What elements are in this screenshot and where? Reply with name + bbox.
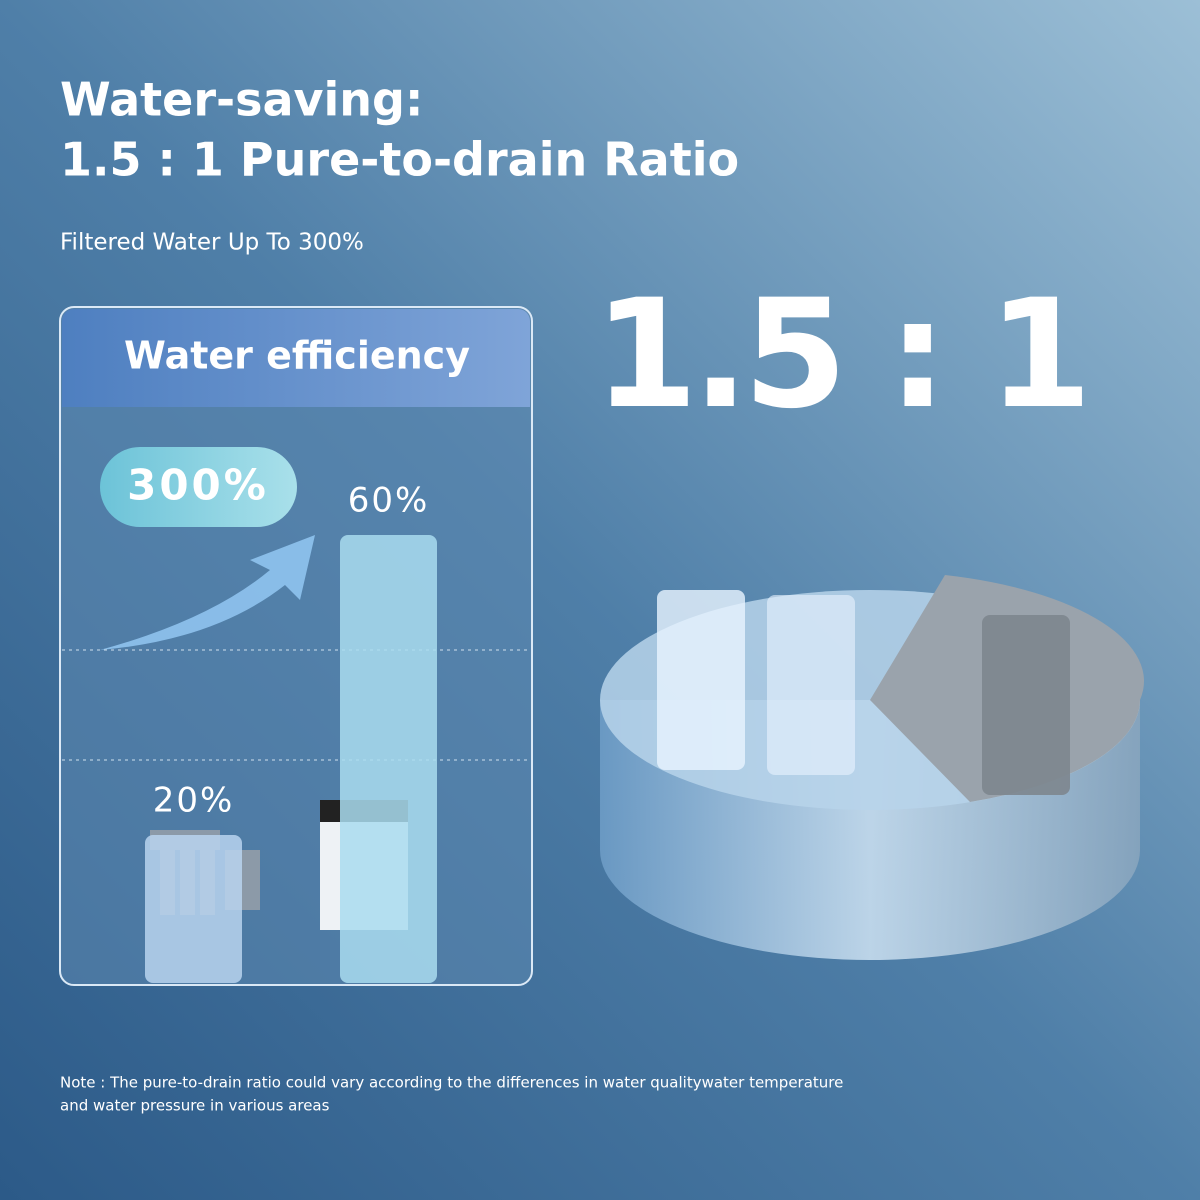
note: and water pressure in various areas bbox=[60, 1097, 330, 1115]
panel-title: Water efficiency bbox=[124, 334, 470, 378]
subtitle: Filtered Water Up To 300% bbox=[60, 230, 364, 256]
value-label: 60% bbox=[348, 481, 430, 521]
bar bbox=[340, 535, 437, 983]
value-label: 20% bbox=[153, 781, 235, 821]
title: 1.5 : 1 Pure-to-drain Ratio bbox=[60, 133, 739, 187]
efficiency-panel bbox=[59, 306, 533, 986]
title: Water-saving: bbox=[60, 73, 423, 127]
cylinder bbox=[600, 575, 1145, 960]
bar bbox=[145, 835, 242, 983]
ratio: 1.5 : 1 bbox=[594, 268, 1087, 442]
badge: 300% bbox=[127, 461, 269, 510]
note: Note : The pure-to-drain ratio could var… bbox=[60, 1074, 843, 1092]
